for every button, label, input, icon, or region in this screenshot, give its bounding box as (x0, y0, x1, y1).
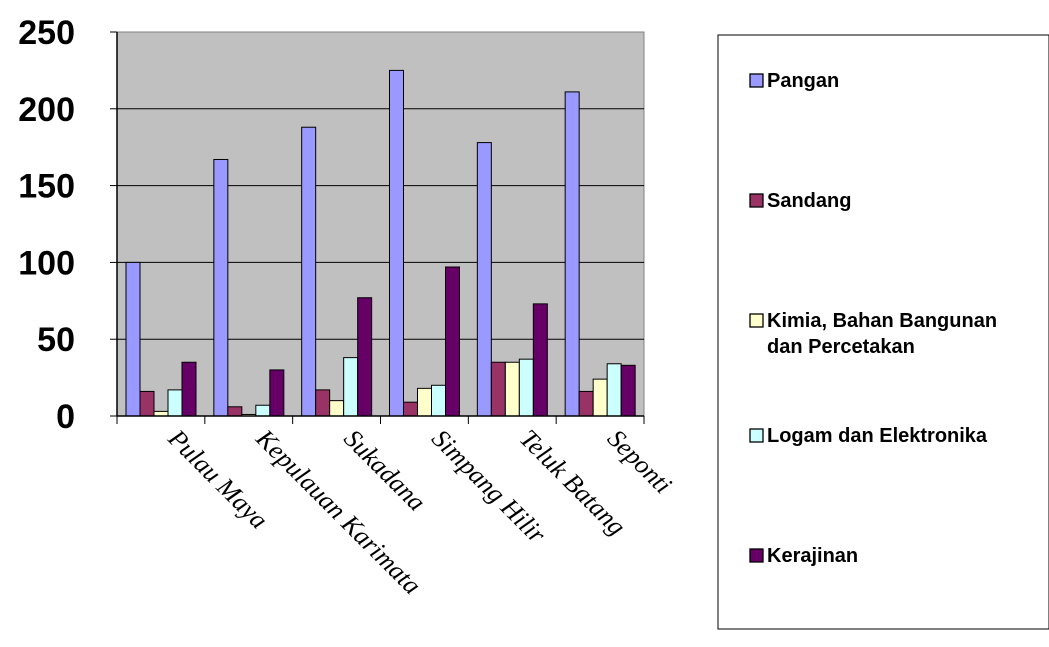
bar-sandang-seponti (578, 390, 594, 417)
bar-pangan-pulau-maya (125, 261, 141, 417)
legend-label: Kerajinan (767, 545, 858, 567)
legend-label: Logam dan Elektronika (767, 425, 988, 447)
bar-sandang-sukadana (315, 389, 331, 417)
bar-pangan-teluk-batang (476, 142, 492, 417)
axes (110, 31, 645, 424)
x-tick-label: Seponti (602, 424, 678, 500)
y-tick-label: 200 (18, 91, 75, 129)
legend-swatch (749, 428, 764, 443)
bar-kerajinan-sukadana (357, 297, 373, 417)
bar-kimia-bahan-bangunan-dan-percetakan-sukadana (329, 400, 345, 417)
bar-kimia-bahan-bangunan-dan-percetakan-simpang-hilir (417, 387, 432, 417)
legend-label: Sandang (767, 190, 851, 212)
legend: Pangan Sandang Kimia, Bahan Bangunan dan Pe… (717, 34, 1049, 630)
bar-pangan-seponti (564, 91, 580, 417)
bar-logam-dan-elektronika-seponti (606, 363, 622, 417)
legend-swatch (749, 193, 764, 208)
legend-swatch (749, 73, 764, 88)
legend-swatch (749, 548, 764, 563)
bar-pangan-sukadana (301, 126, 317, 417)
bar-kerajinan-seponti (620, 364, 636, 417)
bar-logam-dan-elektronika-teluk-batang (518, 358, 534, 417)
y-tick-label: 0 (56, 398, 75, 436)
bar-logam-dan-elektronika-simpang-hilir (431, 384, 446, 417)
gridlines (117, 108, 644, 340)
bar-kimia-bahan-bangunan-dan-percetakan-teluk-batang (504, 361, 520, 417)
bar-sandang-kepulauan-karimata (227, 406, 243, 417)
y-tick-label: 250 (18, 14, 75, 52)
legend-box (717, 34, 1049, 630)
bar-sandang-teluk-batang (490, 361, 506, 417)
bar-kerajinan-kepulauan-karimata (269, 369, 285, 417)
bars (125, 69, 636, 417)
bar-kimia-bahan-bangunan-dan-percetakan-seponti (592, 378, 608, 417)
bar-logam-dan-elektronika-kepulauan-karimata (255, 404, 271, 417)
bar-kerajinan-teluk-batang (532, 303, 548, 417)
x-tick-label: Kepulauan Karimata (250, 423, 427, 600)
bar-kerajinan-simpang-hilir (445, 266, 460, 417)
bar-logam-dan-elektronika-sukadana (343, 357, 359, 417)
bar-kerajinan-pulau-maya (181, 361, 197, 417)
y-tick-labels: 0 50 100 150 200 250 (18, 14, 75, 436)
bar-pangan-kepulauan-karimata (213, 158, 229, 417)
bar-sandang-simpang-hilir (403, 401, 418, 417)
y-tick-label: 100 (18, 244, 75, 282)
bar-sandang-pulau-maya (139, 390, 155, 417)
plot-area (116, 31, 645, 417)
bar-pangan-simpang-hilir (389, 69, 404, 417)
legend-label: Pangan (767, 70, 839, 92)
x-tick-label: Sukadana (338, 424, 431, 517)
bar-logam-dan-elektronika-pulau-maya (167, 389, 183, 417)
legend-swatch (749, 313, 764, 328)
legend-label: Kimia, Bahan Bangunan dan Percetakan (767, 310, 997, 358)
y-tick-label: 50 (37, 321, 75, 359)
y-tick-label: 150 (18, 168, 75, 206)
